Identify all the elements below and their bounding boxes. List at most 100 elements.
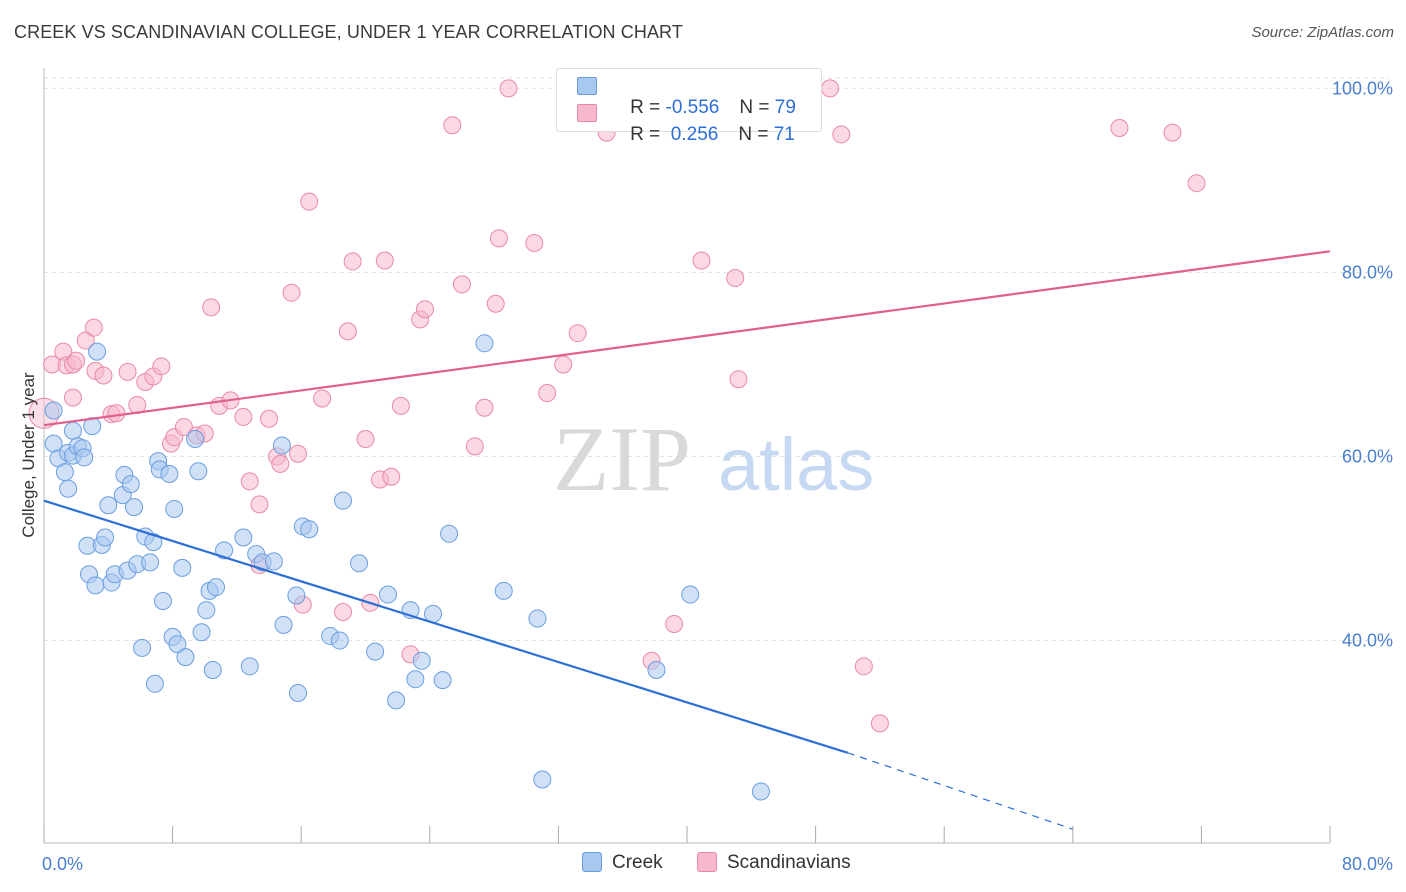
scand-point (1110, 118, 1129, 137)
scand-point (288, 444, 307, 463)
scand-point (107, 404, 126, 423)
creek-point (121, 475, 140, 494)
creek-point (287, 586, 306, 605)
scand-point (313, 389, 332, 408)
scand-point (538, 384, 557, 403)
bottom-legend-creek: Creek (582, 852, 663, 874)
legend-n-value-creek: 79 (774, 97, 796, 118)
creek-point (63, 421, 82, 440)
creek-point (153, 591, 172, 610)
x-tick-label: 80.0% (1342, 854, 1393, 874)
creek-point (173, 558, 192, 577)
scand-point (67, 351, 86, 370)
watermark: ZIP atlas (553, 408, 874, 510)
creek-point (88, 342, 107, 361)
scand-point (391, 396, 410, 415)
scand-point (692, 251, 711, 270)
y-axis-label: College, Under 1 year (19, 372, 38, 538)
trend-lines (43, 250, 1331, 830)
scand-point (250, 495, 269, 514)
bottom-swatch-creek (582, 852, 602, 872)
legend-r-value-scand: 0.256 (665, 124, 719, 145)
y-tick-label: 100.0% (1332, 78, 1393, 98)
creek-point (75, 448, 94, 467)
creek-point (379, 585, 398, 604)
scand-point (76, 331, 95, 350)
scand-point (443, 116, 462, 135)
scand-point (234, 407, 253, 426)
y-tick-label: 40.0% (1342, 631, 1393, 651)
bottom-legend-label-creek: Creek (612, 852, 663, 873)
scand-point (271, 454, 290, 473)
y-tick-label: 60.0% (1342, 447, 1393, 467)
creek-point (533, 770, 552, 789)
creek-point (387, 691, 406, 710)
watermark-zip: ZIP (553, 408, 691, 510)
legend-swatch-creek (577, 77, 597, 95)
creek-point (264, 552, 283, 571)
scand-point (525, 234, 544, 253)
scand-point (84, 318, 103, 337)
creek-point (99, 496, 118, 515)
creek-point (144, 533, 163, 552)
creek-point (330, 631, 349, 650)
creek-point (274, 615, 293, 634)
creek-point (300, 520, 319, 539)
tick-labels: 40.0% 60.0% 80.0% 100.0% 0.0% 80.0% College, U… (19, 78, 1393, 874)
creek-trend-extension (847, 752, 1073, 830)
scand-point (568, 324, 587, 343)
creek-point (96, 528, 115, 547)
creek-point (475, 334, 494, 353)
scand-point (202, 298, 221, 317)
creek-point (412, 651, 431, 670)
creek-point (192, 623, 211, 642)
scand-point (333, 603, 352, 622)
scand-point (665, 614, 684, 633)
scand-point (486, 294, 505, 313)
legend-r-label: R = (630, 97, 666, 118)
scand-point (152, 357, 171, 376)
creek-point (197, 601, 216, 620)
creek-point (59, 479, 78, 498)
creek-point (125, 498, 144, 517)
scand-point (338, 322, 357, 341)
creek-point (440, 524, 459, 543)
scand-point (282, 283, 301, 302)
creek-point (141, 553, 160, 572)
scand-point (729, 370, 748, 389)
scand-point (1187, 174, 1206, 193)
creek-point (288, 684, 307, 703)
legend-row-scand: R = 0.256 N = 71 (577, 102, 795, 168)
creek-point (751, 782, 770, 801)
scand-point (382, 467, 401, 486)
scand-point (854, 657, 873, 676)
creek-point (189, 462, 208, 481)
creek-point (647, 660, 666, 679)
legend-r-label: R = (630, 124, 666, 145)
chart-title: CREEK VS SCANDINAVIAN COLLEGE, UNDER 1 Y… (14, 22, 683, 42)
creek-point (234, 528, 253, 547)
legend-row-creek: R = -0.556 N = 79 (577, 75, 796, 141)
scand-point (726, 268, 745, 287)
scand-point (475, 398, 494, 417)
scand-point (465, 437, 484, 456)
creek-point (333, 491, 352, 510)
source-label: Source: ZipAtlas.com (1251, 24, 1394, 41)
creek-point (207, 578, 226, 597)
creek-point (168, 635, 187, 654)
x-tick-label: 0.0% (42, 854, 83, 874)
legend-n-value-scand: 71 (773, 124, 795, 145)
creek-point (133, 638, 152, 657)
scand-point (415, 300, 434, 319)
scand-point (821, 79, 840, 98)
creek-point (681, 585, 700, 604)
scand-point (118, 362, 137, 381)
scand-point (63, 388, 82, 407)
creek-point (145, 674, 164, 693)
creek-point (366, 642, 385, 661)
scand-point (300, 192, 319, 211)
creek-point (203, 660, 222, 679)
creek-point (528, 609, 547, 628)
scand-point (554, 355, 573, 374)
watermark-atlas: atlas (718, 423, 874, 506)
